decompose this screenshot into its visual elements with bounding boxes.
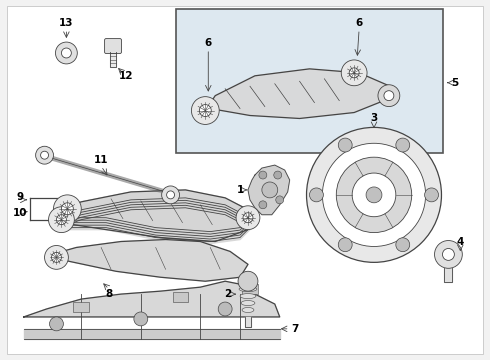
Circle shape (435, 240, 462, 268)
Ellipse shape (239, 287, 257, 292)
Circle shape (49, 317, 63, 331)
Polygon shape (110, 52, 116, 67)
Circle shape (322, 143, 426, 247)
Bar (172, 292, 189, 302)
Text: 11: 11 (94, 155, 108, 165)
Text: 8: 8 (105, 289, 113, 299)
Circle shape (41, 151, 49, 159)
Circle shape (384, 91, 394, 100)
Polygon shape (24, 329, 280, 339)
Text: 13: 13 (59, 18, 74, 28)
Circle shape (259, 201, 267, 209)
Circle shape (338, 238, 352, 252)
Circle shape (425, 188, 439, 202)
Circle shape (338, 138, 352, 152)
Ellipse shape (240, 294, 256, 298)
Circle shape (307, 127, 441, 262)
Circle shape (192, 96, 219, 125)
FancyBboxPatch shape (104, 39, 122, 54)
Text: 12: 12 (119, 71, 133, 81)
Circle shape (276, 196, 284, 204)
Polygon shape (24, 281, 280, 317)
Bar (175, 9, 443, 153)
Circle shape (167, 191, 174, 199)
Circle shape (36, 146, 53, 164)
Circle shape (162, 186, 179, 204)
Circle shape (310, 188, 323, 202)
Circle shape (259, 171, 267, 179)
Circle shape (45, 246, 69, 269)
Circle shape (349, 68, 359, 78)
Circle shape (243, 213, 253, 223)
Circle shape (134, 312, 148, 326)
Circle shape (396, 138, 410, 152)
Polygon shape (248, 165, 290, 215)
Text: 1: 1 (236, 185, 244, 195)
Circle shape (366, 187, 382, 203)
Circle shape (274, 171, 282, 179)
Circle shape (51, 252, 61, 262)
Bar (74, 302, 89, 312)
Ellipse shape (241, 301, 255, 306)
Text: 4: 4 (457, 237, 464, 247)
Text: 5: 5 (451, 78, 458, 88)
Circle shape (61, 203, 74, 215)
Circle shape (336, 157, 412, 233)
Text: 9: 9 (16, 192, 24, 202)
Circle shape (378, 85, 400, 107)
Circle shape (199, 105, 211, 117)
Text: 10: 10 (13, 208, 27, 218)
Polygon shape (51, 239, 248, 281)
Circle shape (53, 195, 81, 223)
Circle shape (49, 207, 74, 233)
Ellipse shape (242, 307, 254, 312)
Circle shape (56, 215, 66, 225)
Text: 6: 6 (205, 38, 212, 48)
Circle shape (236, 206, 260, 230)
Polygon shape (245, 317, 251, 327)
Circle shape (396, 238, 410, 252)
Text: 6: 6 (355, 18, 363, 28)
Polygon shape (444, 268, 452, 282)
Circle shape (442, 248, 454, 260)
Polygon shape (59, 210, 250, 243)
Polygon shape (200, 69, 389, 118)
Circle shape (262, 182, 278, 198)
Circle shape (218, 302, 232, 316)
Text: 2: 2 (224, 289, 232, 299)
Bar (242, 284, 258, 294)
Circle shape (341, 60, 367, 86)
Text: 7: 7 (291, 324, 298, 334)
Circle shape (352, 173, 396, 217)
Circle shape (238, 271, 258, 291)
Polygon shape (56, 190, 252, 242)
Circle shape (55, 42, 77, 64)
Circle shape (61, 48, 72, 58)
Text: 3: 3 (370, 113, 378, 123)
